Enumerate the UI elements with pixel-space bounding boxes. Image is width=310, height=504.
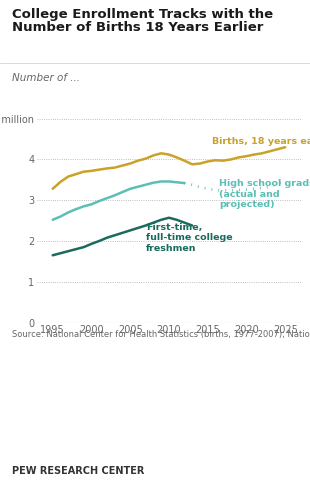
Text: PEW RESEARCH CENTER: PEW RESEARCH CENTER [12, 466, 145, 476]
Text: College Enrollment Tracks with the: College Enrollment Tracks with the [12, 8, 273, 21]
Text: Number of ...: Number of ... [12, 73, 80, 83]
Text: High school grads
(actual and
projected): High school grads (actual and projected) [219, 179, 310, 209]
Text: Source: National Center for Health Statistics (births, 1977-2007); National Cent: Source: National Center for Health Stati… [12, 330, 310, 339]
Text: Number of Births 18 Years Earlier: Number of Births 18 Years Earlier [12, 21, 264, 34]
Text: Births, 18 years earlier: Births, 18 years earlier [212, 137, 310, 146]
Text: First-time,
full-time college
freshmen: First-time, full-time college freshmen [146, 223, 232, 253]
